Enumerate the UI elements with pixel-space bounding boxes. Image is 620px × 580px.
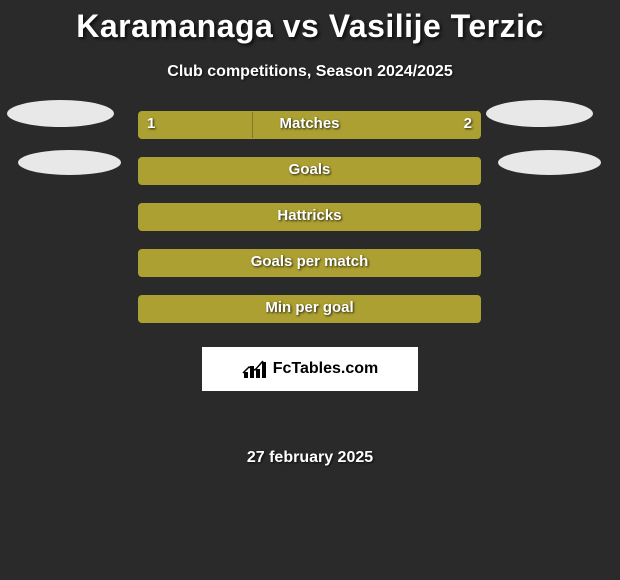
chart-row: Goals per match [0, 249, 620, 295]
stat-label: Matches [139, 115, 480, 132]
stat-value-right: 2 [464, 115, 472, 132]
player-marker-right [486, 100, 593, 127]
stat-label: Min per goal [139, 299, 480, 316]
chart-row: Min per goal [0, 295, 620, 341]
fctables-logo: FcTables.com [202, 347, 418, 391]
chart-row: Hattricks [0, 203, 620, 249]
stat-bar: Goals [138, 157, 481, 185]
stat-bar: Hattricks [138, 203, 481, 231]
stat-label: Hattricks [139, 207, 480, 224]
chart-row: Matches1 2 [0, 111, 620, 157]
player-marker-left [7, 100, 114, 127]
stat-value-left: 1 [147, 115, 155, 132]
comparison-chart: Matches1 2 Goals Hattricks Goals per match Mi… [0, 111, 620, 391]
stat-bar: Matches1 2 [138, 111, 481, 139]
player-marker-right [498, 150, 601, 175]
bar-chart-icon [242, 358, 268, 380]
stat-label: Goals [139, 161, 480, 178]
chart-row: Goals [0, 157, 620, 203]
logo-row: FcTables.com [0, 347, 620, 391]
stat-bar: Min per goal [138, 295, 481, 323]
stat-label: Goals per match [139, 253, 480, 270]
logo-text: FcTables.com [273, 360, 379, 378]
page-title: Karamanaga vs Vasilije Terzic [0, 0, 620, 45]
player-marker-left [18, 150, 121, 175]
page-subtitle: Club competitions, Season 2024/2025 [0, 63, 620, 81]
chart-date: 27 february 2025 [0, 449, 620, 467]
stat-bar: Goals per match [138, 249, 481, 277]
